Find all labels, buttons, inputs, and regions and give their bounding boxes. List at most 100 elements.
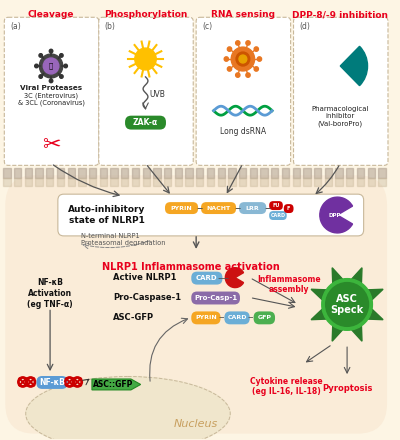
Text: (c): (c): [202, 22, 212, 31]
Polygon shape: [351, 325, 362, 341]
FancyBboxPatch shape: [58, 194, 364, 236]
Bar: [239, 169, 246, 178]
Text: (d): (d): [299, 22, 310, 31]
Wedge shape: [225, 268, 244, 288]
Bar: [3, 169, 11, 178]
Text: Inflammasome
assembly: Inflammasome assembly: [257, 275, 320, 294]
Text: GFP: GFP: [257, 315, 271, 320]
Circle shape: [236, 73, 240, 77]
Text: CARD: CARD: [196, 275, 218, 281]
Text: DPP-8/-9 inhibition: DPP-8/-9 inhibition: [292, 10, 388, 19]
Circle shape: [326, 282, 368, 326]
Bar: [314, 169, 321, 178]
Bar: [186, 178, 193, 186]
Bar: [239, 178, 246, 186]
FancyBboxPatch shape: [191, 312, 220, 324]
Bar: [36, 178, 43, 186]
Bar: [196, 178, 204, 186]
Text: 🧬: 🧬: [49, 62, 53, 69]
Bar: [164, 178, 171, 186]
Text: –: –: [248, 312, 254, 323]
Bar: [357, 178, 364, 186]
Circle shape: [35, 64, 38, 68]
FancyBboxPatch shape: [269, 211, 287, 220]
FancyBboxPatch shape: [165, 202, 198, 214]
Text: Cleavage: Cleavage: [28, 10, 74, 19]
Text: PYRIN: PYRIN: [195, 315, 217, 320]
Bar: [25, 178, 32, 186]
Polygon shape: [311, 289, 327, 301]
Bar: [164, 169, 171, 178]
Bar: [89, 178, 96, 186]
Bar: [260, 169, 268, 178]
Text: F: F: [287, 206, 290, 211]
Circle shape: [239, 55, 247, 63]
Bar: [57, 178, 64, 186]
Text: (b): (b): [105, 22, 116, 31]
Bar: [368, 169, 375, 178]
Bar: [46, 169, 54, 178]
Text: –: –: [196, 202, 202, 215]
Bar: [110, 178, 118, 186]
Bar: [250, 169, 257, 178]
Bar: [260, 178, 268, 186]
Text: LRR: LRR: [246, 205, 260, 211]
Text: (a): (a): [10, 22, 21, 31]
Polygon shape: [311, 308, 327, 320]
Bar: [271, 169, 278, 178]
Bar: [218, 169, 225, 178]
Bar: [142, 178, 150, 186]
Text: Pyroptosis: Pyroptosis: [322, 384, 372, 393]
FancyBboxPatch shape: [5, 175, 387, 434]
Bar: [68, 169, 75, 178]
Bar: [282, 169, 289, 178]
Circle shape: [236, 41, 240, 45]
Bar: [121, 178, 128, 186]
Circle shape: [322, 279, 372, 330]
Text: ZAK-α: ZAK-α: [133, 118, 158, 127]
Text: –: –: [219, 312, 224, 323]
Text: 3C (Enterovirus): 3C (Enterovirus): [24, 93, 78, 99]
Circle shape: [39, 54, 42, 57]
Bar: [36, 169, 43, 178]
Wedge shape: [340, 46, 368, 86]
Text: ASC
Speck: ASC Speck: [330, 293, 364, 315]
Text: Pharmacological
inhibitor
(Val-boroPro): Pharmacological inhibitor (Val-boroPro): [312, 106, 369, 127]
Text: N-terminal NLRP1
Proteasomal degradation: N-terminal NLRP1 Proteasomal degradation: [81, 233, 166, 246]
Circle shape: [231, 47, 254, 71]
Text: RNA sensing: RNA sensing: [211, 10, 275, 19]
Text: ASC-GFP: ASC-GFP: [113, 313, 154, 322]
Bar: [218, 178, 225, 186]
Bar: [303, 178, 310, 186]
Bar: [78, 178, 86, 186]
FancyBboxPatch shape: [254, 312, 275, 324]
Bar: [303, 169, 310, 178]
Circle shape: [224, 57, 228, 61]
Circle shape: [135, 48, 156, 70]
Circle shape: [227, 67, 232, 71]
Bar: [336, 169, 343, 178]
Text: Pro-Caspase-1: Pro-Caspase-1: [113, 293, 182, 302]
Bar: [14, 178, 21, 186]
Text: UVB: UVB: [150, 90, 165, 99]
Text: DPP-8/-9: DPP-8/-9: [329, 213, 356, 217]
Circle shape: [246, 73, 250, 77]
Bar: [325, 169, 332, 178]
Bar: [250, 178, 257, 186]
Circle shape: [227, 47, 232, 51]
Circle shape: [49, 49, 53, 53]
Bar: [207, 178, 214, 186]
Circle shape: [236, 52, 250, 66]
Text: Pro-Casp-1: Pro-Casp-1: [194, 295, 237, 301]
Polygon shape: [367, 289, 383, 301]
Text: & 3CL (Coronavirus): & 3CL (Coronavirus): [18, 100, 84, 106]
FancyBboxPatch shape: [196, 17, 291, 165]
Bar: [378, 178, 386, 186]
Text: NLRP1 Inflammasome activation: NLRP1 Inflammasome activation: [102, 262, 280, 272]
Bar: [282, 178, 289, 186]
Bar: [336, 178, 343, 186]
Text: FU: FU: [272, 203, 280, 208]
Bar: [346, 178, 354, 186]
Circle shape: [64, 64, 68, 68]
Bar: [153, 169, 161, 178]
